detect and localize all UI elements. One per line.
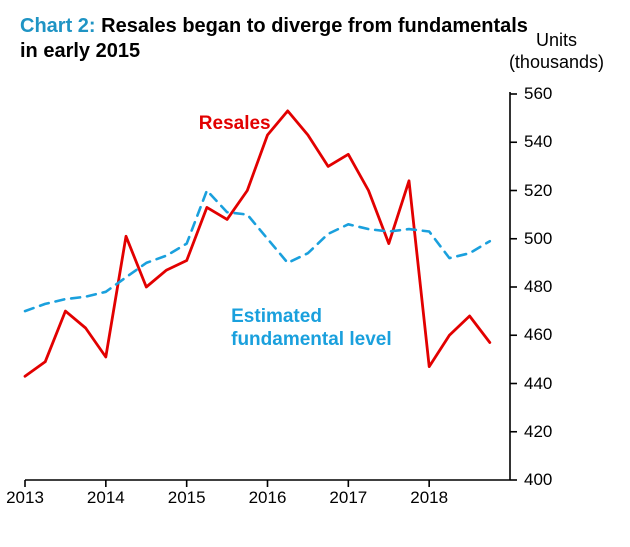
series-label: Estimatedfundamental level — [231, 306, 392, 352]
y-axis-unit-line1: Units — [509, 30, 604, 52]
chart-svg — [20, 88, 560, 508]
x-tick-label: 2015 — [168, 488, 206, 508]
y-axis-unit-label: Units (thousands) — [509, 30, 604, 73]
x-tick-label: 2018 — [410, 488, 448, 508]
y-tick-label: 440 — [524, 374, 552, 394]
chart-title-prefix: Chart 2: — [20, 15, 96, 37]
y-tick-label: 500 — [524, 229, 552, 249]
line-chart: 4004204404604805005205405602013201420152… — [20, 88, 560, 508]
y-tick-label: 400 — [524, 470, 552, 490]
y-tick-label: 460 — [524, 325, 552, 345]
y-tick-label: 560 — [524, 84, 552, 104]
x-tick-label: 2017 — [329, 488, 367, 508]
y-tick-label: 480 — [524, 277, 552, 297]
series-label: Resales — [199, 113, 271, 136]
y-tick-label: 420 — [524, 422, 552, 442]
y-tick-label: 520 — [524, 181, 552, 201]
x-tick-label: 2014 — [87, 488, 125, 508]
y-axis-unit-line2: (thousands) — [509, 52, 604, 74]
x-tick-label: 2013 — [6, 488, 44, 508]
chart-container: Chart 2: Resales began to diverge from f… — [0, 0, 630, 547]
chart-title: Chart 2: Resales began to diverge from f… — [20, 14, 540, 64]
chart-title-main: Resales began to diverge from fundamenta… — [20, 15, 528, 62]
y-tick-label: 540 — [524, 132, 552, 152]
x-tick-label: 2016 — [249, 488, 287, 508]
